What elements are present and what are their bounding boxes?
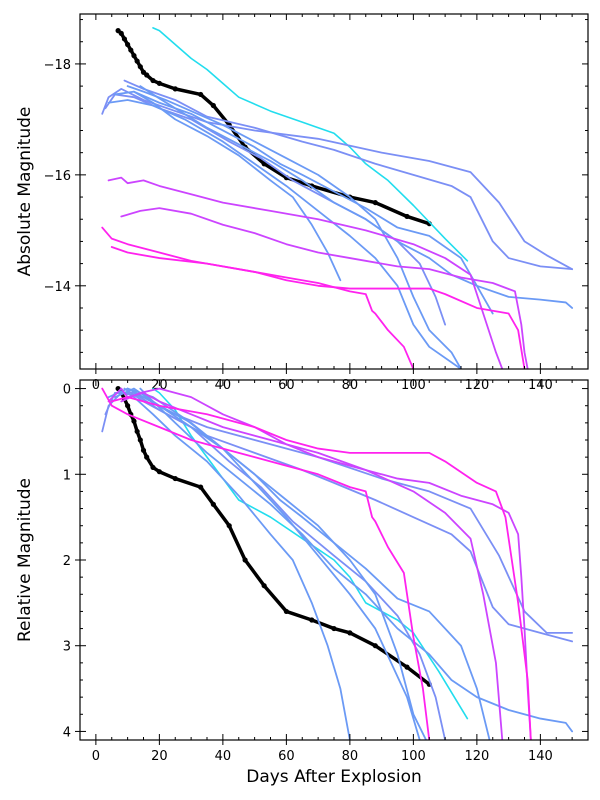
data-point-black	[226, 523, 232, 529]
series-line-cyan	[152, 27, 469, 262]
data-point-black	[134, 428, 140, 435]
data-point-black	[156, 469, 162, 475]
series-line-blue-6	[139, 85, 574, 309]
series-line-blue-1	[101, 87, 574, 271]
series-line-magenta-3	[101, 387, 431, 740]
series-line-blue-5	[114, 387, 491, 740]
data-point-black	[172, 86, 178, 92]
data-point-black	[172, 475, 178, 482]
x-tick-label: 40	[215, 749, 232, 764]
y-tick-label: −14	[44, 280, 71, 295]
series-line-blue-7	[133, 396, 351, 740]
data-point-black	[131, 418, 137, 424]
data-point-black	[404, 213, 410, 220]
data-point-black	[118, 30, 124, 37]
y-tick-label: −16	[44, 169, 71, 184]
series-line-blue-4	[107, 99, 462, 369]
series-group	[101, 27, 574, 369]
data-point-black	[144, 454, 150, 460]
data-point-black	[331, 625, 337, 632]
series-line-blue-4	[107, 387, 421, 740]
y-tick-label: −18	[44, 58, 71, 73]
y-axis-label: Relative Magnitude	[15, 478, 35, 642]
data-point-black	[283, 608, 289, 615]
y-tick-label: 1	[63, 468, 71, 483]
data-point-black	[198, 91, 204, 98]
data-point-black	[125, 403, 131, 409]
series-line-magenta-4	[110, 396, 532, 740]
x-tick-label: 140	[528, 749, 553, 764]
data-point-black	[134, 58, 140, 64]
series-line-blue-1	[101, 391, 574, 634]
data-point-black	[150, 77, 156, 84]
data-point-black	[261, 583, 267, 589]
series-line-blue-3	[104, 93, 447, 326]
data-point-black	[309, 617, 315, 623]
data-point-black	[372, 199, 378, 206]
data-point-black	[125, 41, 131, 48]
series-line-magenta-2	[120, 387, 532, 740]
series-line-blue-5	[114, 90, 494, 315]
x-tick-label: 20	[151, 749, 168, 764]
series-line-magenta-4	[110, 246, 526, 369]
data-point-black	[137, 64, 143, 70]
data-point-black	[261, 161, 267, 167]
panel-bottom: 0 20 40 60 80 100 120 140 0 1 2 3 4 Relative Magnitud…	[15, 379, 589, 787]
x-axis-label: Days After Explosion	[246, 767, 422, 787]
data-point-black	[210, 102, 216, 109]
series-line-blue-2	[123, 79, 574, 271]
data-point-black	[128, 47, 134, 53]
x-tick-label: 80	[342, 749, 359, 764]
data-point-black	[150, 464, 156, 471]
data-point-black	[404, 664, 410, 670]
series-line-magenta-1	[107, 387, 504, 740]
series-line-black	[116, 28, 431, 226]
data-point-black	[372, 643, 378, 649]
series-line-blue-7	[133, 90, 342, 282]
series-line-blue-6	[139, 387, 574, 733]
y-tick-label: 3	[63, 640, 71, 655]
series-line-magenta-1	[107, 176, 504, 369]
y-tick-label: 4	[63, 725, 71, 740]
data-point-black	[242, 557, 248, 563]
x-tick-label: 120	[464, 749, 489, 764]
data-point-black	[210, 501, 216, 507]
data-point-black	[156, 80, 162, 86]
series-line-blue-8	[126, 387, 427, 740]
series-group	[101, 385, 574, 740]
data-point-black	[131, 53, 137, 59]
data-point-black	[140, 447, 147, 453]
y-axis-label: Absolute Magnitude	[15, 107, 35, 277]
x-tick-label: 0	[92, 749, 100, 764]
data-point-black	[144, 72, 150, 78]
series-line-blue-8	[126, 85, 462, 369]
x-tick-label: 60	[278, 749, 295, 764]
data-point-black	[198, 484, 204, 490]
data-point-black	[121, 36, 128, 42]
series-line-magenta-2	[120, 207, 529, 369]
series-line-magenta-3	[101, 226, 415, 369]
data-point-black	[137, 437, 143, 443]
y-tick-label: 0	[63, 383, 71, 398]
data-point-black	[347, 630, 353, 636]
y-tick-label: 2	[63, 554, 71, 569]
x-tick-label: 100	[401, 749, 426, 764]
